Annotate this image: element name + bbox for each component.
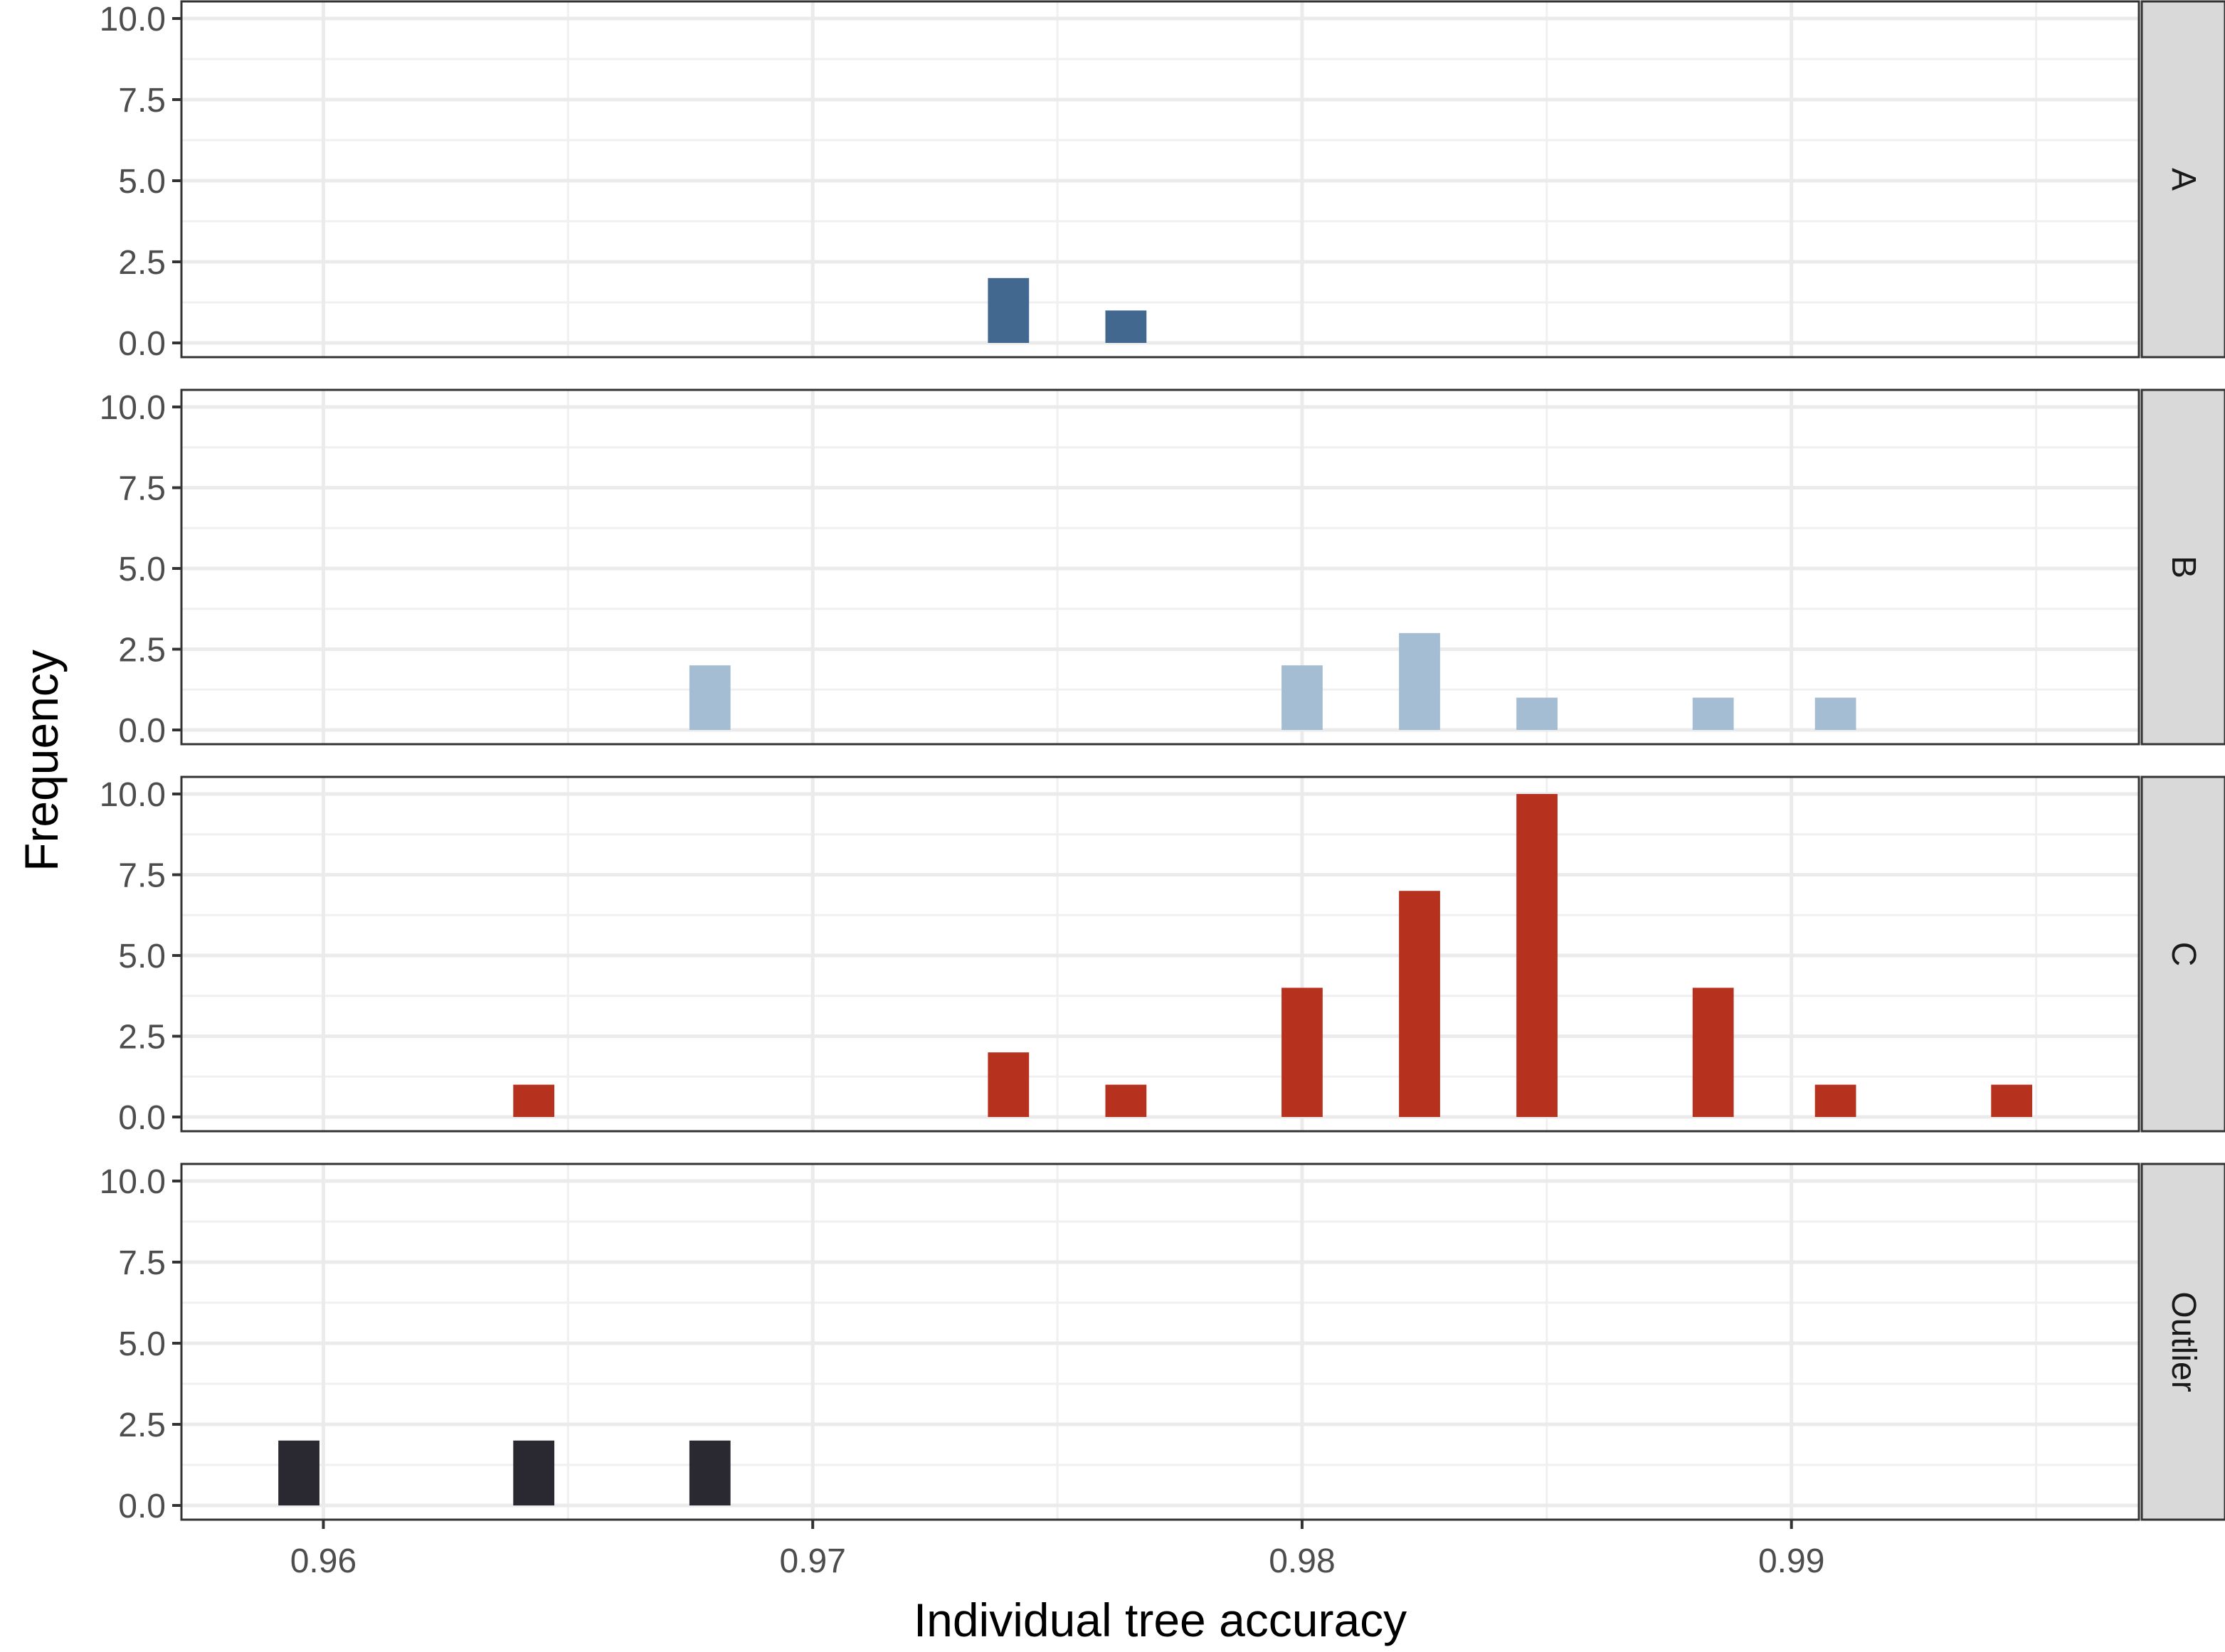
histogram-bar — [278, 1440, 319, 1505]
y-tick-label: 2.5 — [118, 632, 166, 669]
facet-strip — [2140, 388, 2225, 746]
histogram-bar — [689, 1440, 731, 1505]
y-tick-label: 0.0 — [118, 1488, 166, 1525]
facet-strip — [2140, 1163, 2225, 1521]
y-tick-label: 0.0 — [118, 712, 166, 750]
facet-strip-label: B — [2165, 556, 2202, 578]
histogram-bar — [1105, 1084, 1147, 1117]
x-axis-title: Individual tree accuracy — [914, 1594, 1407, 1646]
y-tick-label: 7.5 — [118, 1244, 166, 1282]
y-tick-label: 2.5 — [118, 244, 166, 282]
y-tick-label: 2.5 — [118, 1407, 166, 1444]
facet-strip-label: C — [2165, 942, 2202, 967]
facet-panels: 0.0 2.5 5.0 7.5 10.0 A 0.0 2.5 5.0 7.5 10.0 B 0.0 2.5… — [100, 0, 2225, 1525]
histogram-bar — [1516, 697, 1558, 730]
facet-strip-label: Outlier — [2165, 1291, 2202, 1392]
y-tick-label: 0.0 — [118, 1099, 166, 1137]
histogram-bar — [689, 665, 731, 730]
y-tick-label: 7.5 — [118, 857, 166, 895]
y-tick-label: 2.5 — [118, 1019, 166, 1057]
histogram-bar — [1814, 697, 1856, 730]
facet-panel-c: 0.0 2.5 5.0 7.5 10.0 C — [100, 775, 2225, 1137]
histogram-bar — [513, 1084, 555, 1117]
facet-panel-outlier: 0.0 2.5 5.0 7.5 10.0 Outlier — [100, 1163, 2225, 1525]
histogram-bar — [988, 277, 1030, 343]
y-tick-label: 10.0 — [100, 1163, 166, 1201]
x-tick-label: 0.99 — [1758, 1542, 1824, 1580]
x-tick-label: 0.98 — [1269, 1542, 1335, 1580]
histogram-bar — [1516, 794, 1558, 1117]
histogram-bar — [1692, 697, 1734, 730]
histogram-bar — [988, 1052, 1030, 1117]
histogram-bar — [1399, 891, 1440, 1117]
facet-panel-b: 0.0 2.5 5.0 7.5 10.0 B — [100, 388, 2225, 750]
x-axis: 0.96 0.97 0.98 0.99 — [290, 1520, 1824, 1580]
facet-strip — [2140, 775, 2225, 1133]
histogram-bar — [1692, 988, 1734, 1117]
histogram-bar — [1281, 988, 1323, 1117]
facet-strip — [2140, 0, 2225, 359]
histogram-bar — [513, 1440, 555, 1505]
facet-panel-a: 0.0 2.5 5.0 7.5 10.0 A — [100, 0, 2225, 363]
y-tick-label: 7.5 — [118, 82, 166, 120]
y-tick-label: 10.0 — [100, 776, 166, 814]
y-tick-label: 5.0 — [118, 938, 166, 975]
y-tick-label: 10.0 — [100, 1, 166, 38]
y-tick-label: 5.0 — [118, 1325, 166, 1363]
x-tick-label: 0.96 — [290, 1542, 356, 1580]
histogram-bar — [1281, 665, 1323, 730]
y-tick-label: 7.5 — [118, 470, 166, 508]
y-tick-label: 10.0 — [100, 389, 166, 427]
histogram-bar — [1991, 1084, 2033, 1117]
y-tick-label: 0.0 — [118, 325, 166, 363]
histogram-bar — [1814, 1084, 1856, 1117]
y-tick-label: 5.0 — [118, 551, 166, 588]
facet-strip-label: A — [2165, 168, 2202, 191]
histogram-bar — [1399, 632, 1440, 730]
y-axis-title: Frequency — [15, 650, 68, 872]
x-tick-label: 0.97 — [779, 1542, 845, 1580]
y-tick-label: 5.0 — [118, 163, 166, 201]
histogram-bar — [1105, 310, 1147, 343]
